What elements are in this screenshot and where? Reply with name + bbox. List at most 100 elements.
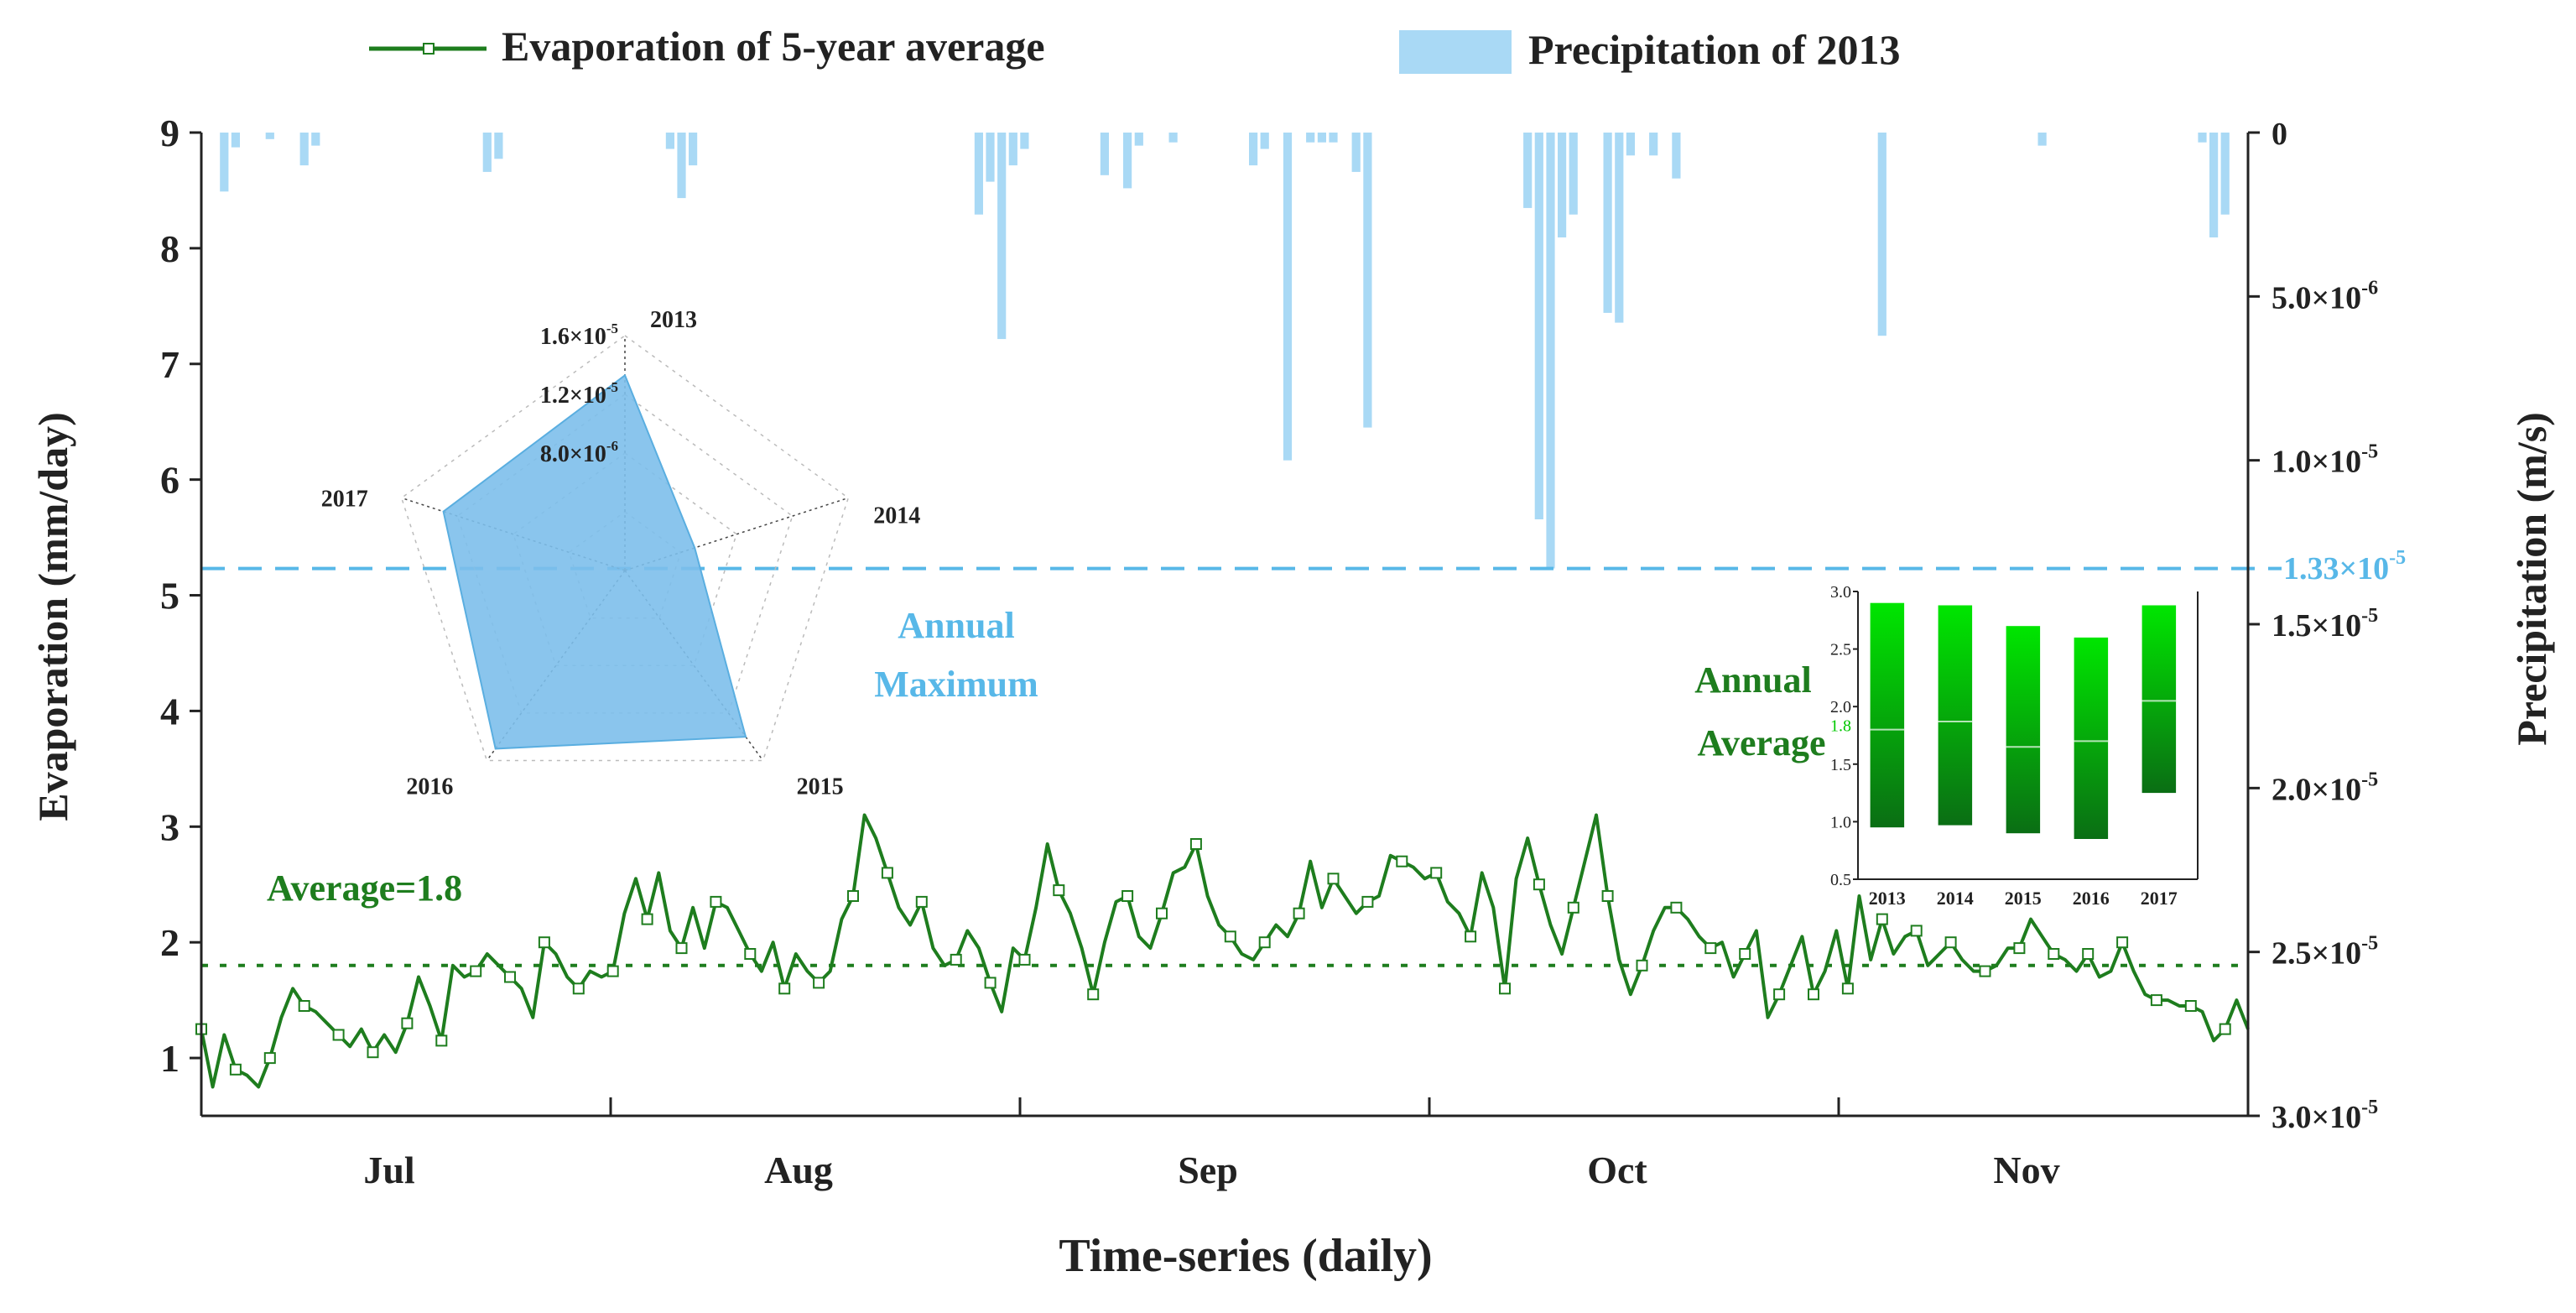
y-right-tick-label-4: 2.0×10-5: [2272, 769, 2378, 807]
evaporation-point-54: [813, 977, 825, 989]
evaporation-point-3: [229, 1063, 242, 1076]
evaporation-point-90: [1224, 930, 1236, 943]
precip-bar-31: [1569, 133, 1578, 215]
evaporation-point-168: [2116, 936, 2129, 949]
bar-inset-x-label-2015: 2015: [2005, 888, 2042, 909]
evaporation-point-36: [606, 965, 619, 977]
precip-bar-29: [1546, 133, 1555, 569]
radar-ring-label-2: 8.0×10-6: [540, 438, 618, 467]
evaporation-point-15: [367, 1046, 379, 1059]
radar-ring-label-1: 1.2×10-5: [540, 379, 618, 409]
precip-bar-8: [677, 133, 686, 199]
radar-axis-label-2017: 2017: [321, 486, 368, 512]
legend-line-label: Evaporation of 5-year average: [502, 23, 1045, 70]
average-label: Average=1.8: [267, 868, 462, 909]
evaporation-point-27: [504, 971, 516, 983]
bar-inset-bar-2013: [1870, 602, 1905, 828]
radar-area: [442, 373, 747, 750]
precip-bar-20: [1260, 133, 1269, 149]
radar-inset: 2013 2014 2015 2016 2017 1.6×10-5 1.2×10-5 8.0×…: [321, 307, 921, 800]
bar-inset-y-tick-label-1: 1.0: [1830, 813, 1851, 831]
precip-bar-35: [1649, 133, 1658, 156]
evaporation-line: [200, 813, 2250, 1089]
precip-bar-15: [1100, 133, 1109, 175]
precipitation-bars: [220, 133, 2230, 569]
annual-maximum-label-line1: Annual: [898, 605, 1014, 646]
evaporation-point-39: [641, 913, 653, 925]
y-right-tick-label-3: 1.5×10-5: [2272, 605, 2378, 643]
evaporation-point-48: [744, 948, 757, 960]
bar-inset-y-tick-label-3: 2.0: [1830, 698, 1851, 716]
radar-axis-label-2013: 2013: [650, 307, 697, 333]
evaporation-point-66: [950, 953, 962, 966]
evaporation-point-171: [2150, 994, 2162, 1007]
evaporation-series: [195, 813, 2250, 1089]
evaporation-point-96: [1293, 907, 1305, 920]
precip-bar-19: [1249, 133, 1258, 166]
y-left-tick-label-0: 1: [160, 1037, 180, 1080]
evaporation-point-108: [1430, 867, 1443, 879]
evaporation-point-6: [263, 1052, 276, 1065]
bar-inset-bar-2014: [1938, 605, 1973, 826]
evaporation-point-162: [2048, 948, 2060, 960]
evaporation-point-87: [1189, 838, 1202, 850]
precip-bar-27: [1523, 133, 1533, 208]
precip-bar-40: [2209, 133, 2219, 237]
evaporation-point-141: [1808, 988, 1819, 1001]
evaporation-point-135: [1739, 948, 1751, 960]
evaporation-point-84: [1156, 907, 1168, 920]
evaporation-point-150: [1910, 925, 1923, 937]
bar-inset-x-label-2017: 2017: [2141, 888, 2178, 909]
legend-bar-swatch: [1399, 30, 1512, 74]
x-tick-label-sep: Sep: [1178, 1149, 1238, 1191]
y-left-tick-label-2: 3: [160, 805, 180, 848]
evaporation-point-78: [1087, 988, 1100, 1001]
precip-bar-41: [2220, 133, 2230, 215]
precip-bar-18: [1168, 133, 1178, 143]
precip-bar-24: [1329, 133, 1338, 143]
y-left-tick-label-7: 8: [160, 227, 180, 270]
evaporation-point-33: [572, 982, 585, 995]
evaporation-point-75: [1053, 884, 1065, 897]
evaporation-point-42: [675, 942, 688, 955]
annual-average-label-line1: Annual: [1694, 659, 1811, 701]
precip-bar-38: [2037, 133, 2047, 146]
evaporation-point-63: [915, 895, 928, 908]
precip-bar-23: [1317, 133, 1326, 143]
precip-bar-12: [997, 133, 1007, 340]
evaporation-point-123: [1601, 890, 1614, 902]
evaporation-point-57: [847, 890, 859, 902]
evaporation-point-132: [1704, 942, 1717, 955]
annual-average-label-line2: Average: [1697, 722, 1825, 763]
precip-bar-13: [1008, 133, 1017, 166]
precip-bar-36: [1672, 133, 1681, 179]
x-tick-label-aug: Aug: [764, 1149, 833, 1191]
y-left-tick-label-4: 5: [160, 575, 180, 617]
evaporation-point-30: [538, 936, 550, 949]
precip-bar-34: [1626, 133, 1635, 156]
evaporation-point-159: [2013, 942, 2026, 955]
bar-inset-bar-2016: [2074, 637, 2109, 839]
y-axis-left-title: Evaporation (mm/day): [29, 412, 76, 821]
evaporation-point-99: [1327, 873, 1340, 885]
evaporation-point-138: [1773, 988, 1786, 1001]
evaporation-point-174: [2184, 1000, 2197, 1012]
precip-bar-26: [1363, 133, 1372, 428]
bar-inset-y-tick-label-2: 1.5: [1830, 756, 1851, 774]
y-right-tick-label-1: 5.0×10-6: [2272, 277, 2378, 315]
bar-inset-bar-2017: [2141, 605, 2177, 794]
precip-bar-33: [1615, 133, 1624, 323]
annual-maximum-value: 1.33×10-5: [2283, 547, 2406, 586]
evaporation-point-21: [435, 1034, 448, 1047]
precip-bar-37: [1877, 133, 1886, 336]
evaporation-point-69: [984, 977, 997, 989]
precip-bar-3: [299, 133, 309, 166]
precip-bar-16: [1123, 133, 1132, 189]
radar-axis-1: [624, 497, 849, 571]
evaporation-point-60: [881, 867, 893, 879]
evaporation-point-81: [1121, 890, 1134, 902]
axes: 1 2 3 4 5 6 7 8 9 0 5.0×10-6 1.0×10-5 1.5×10-5 2.0×10…: [160, 112, 2378, 1191]
x-tick-label-oct: Oct: [1587, 1149, 1647, 1191]
precip-bar-30: [1558, 133, 1567, 237]
